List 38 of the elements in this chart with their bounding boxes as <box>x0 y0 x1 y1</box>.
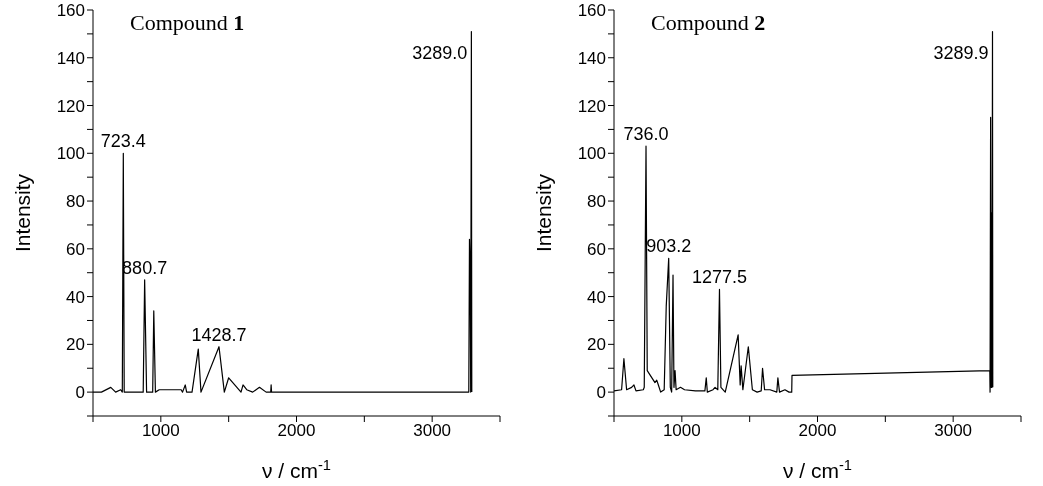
y-tick-label: 120 <box>56 96 85 116</box>
y-tick-label: 60 <box>66 239 85 259</box>
y-axis-title: Intensity <box>532 173 555 253</box>
y-tick-label: 20 <box>66 335 85 355</box>
y-tick-label: 0 <box>75 383 85 403</box>
y-tick-label: 100 <box>577 144 606 164</box>
x-tick-label: 1000 <box>662 421 701 441</box>
y-tick-label: 40 <box>66 287 85 307</box>
chart-title: Compound 2 <box>651 10 766 36</box>
y-axis-title: Intensity <box>11 173 34 253</box>
chart-title: Compound 1 <box>130 10 245 36</box>
y-tick-label: 80 <box>587 192 606 212</box>
annotation: 736.0 <box>623 124 669 145</box>
y-tick-label: 100 <box>56 144 85 164</box>
annotation: 1428.7 <box>191 324 247 345</box>
y-tick-label: 160 <box>56 1 85 21</box>
annotation: 1277.5 <box>691 267 748 288</box>
y-tick-label: 160 <box>577 1 606 21</box>
x-tick-label: 3000 <box>934 421 973 441</box>
annotation: 3289.0 <box>412 43 468 64</box>
annotation: 903.2 <box>646 236 692 257</box>
y-tick-label: 60 <box>587 239 606 259</box>
y-tick-label: 80 <box>66 192 85 212</box>
y-tick-label: 120 <box>577 96 606 116</box>
x-tick-label: 3000 <box>413 421 452 441</box>
y-tick-label: 40 <box>587 287 606 307</box>
x-tick-label: 1000 <box>141 421 180 441</box>
x-tick-label: 2000 <box>798 421 837 441</box>
y-tick-label: 140 <box>577 48 606 68</box>
y-tick-label: 20 <box>587 335 606 355</box>
x-axis-title: ν / cm$^{-1}$ <box>782 457 853 482</box>
y-tick-label: 0 <box>596 383 606 403</box>
y-tick-label: 140 <box>56 48 85 68</box>
annotation: 3289.9 <box>933 43 989 64</box>
x-axis-title: ν / cm$^{-1}$ <box>261 457 332 482</box>
annotation: 723.4 <box>100 131 146 152</box>
x-tick-label: 2000 <box>277 421 316 441</box>
annotation: 880.7 <box>122 257 168 278</box>
